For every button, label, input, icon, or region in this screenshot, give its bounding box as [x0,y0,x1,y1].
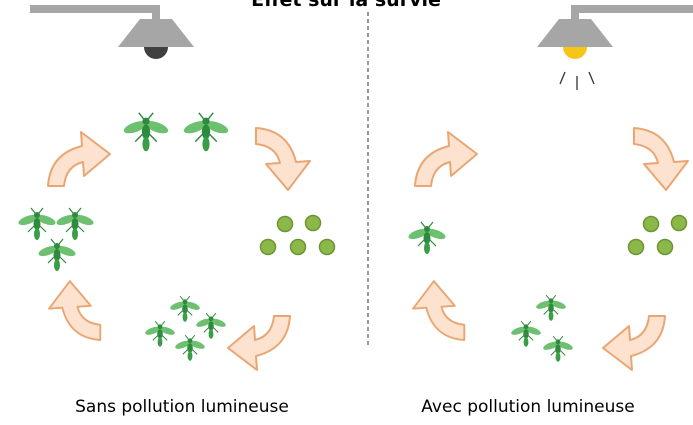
cycle-right [407,128,688,370]
lamp-off [30,5,194,59]
panel-label: Sans pollution lumineuse [75,397,289,417]
cycle-left [17,113,334,370]
diagram: Effet sur la survie [0,0,693,425]
title: Effet sur la survie [251,0,441,11]
lamp-on [537,5,693,90]
panel-label: Avec pollution lumineuse [421,397,634,417]
